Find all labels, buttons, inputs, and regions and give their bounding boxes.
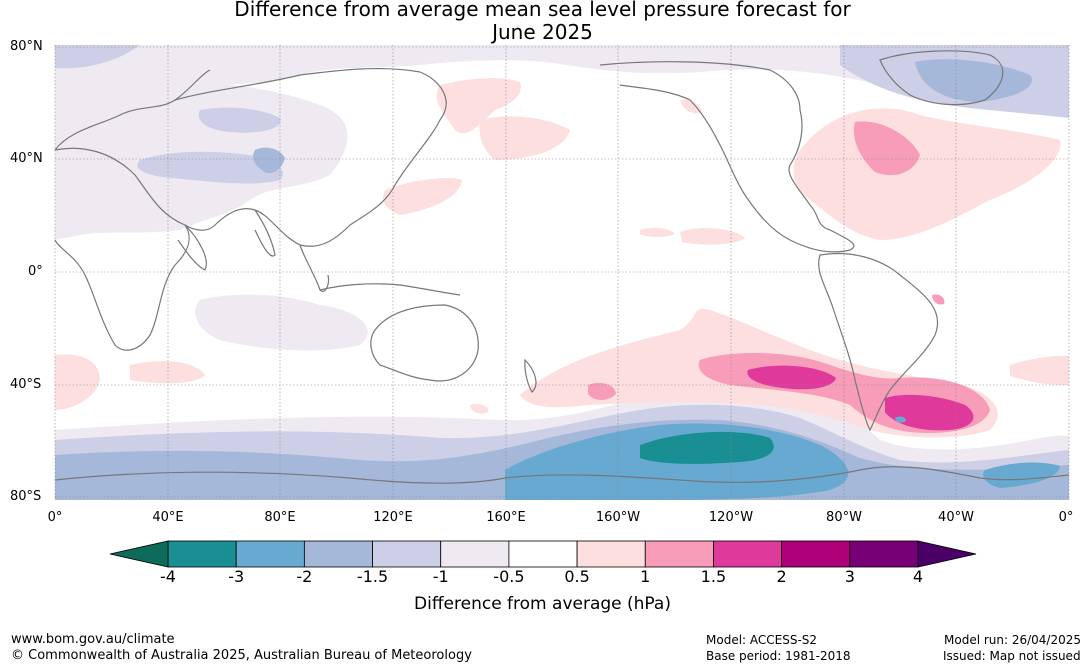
lon-label-40w: 40°W bbox=[938, 510, 974, 525]
lon-label-80w: 80°W bbox=[826, 510, 862, 525]
lat-label-80s: 80°S bbox=[10, 489, 42, 504]
asia-outline bbox=[174, 67, 447, 247]
indonesia-outline bbox=[319, 283, 461, 296]
lon-label-0-east: 0° bbox=[1058, 510, 1074, 525]
north-pacific-high bbox=[479, 116, 570, 160]
arctic-low-anomaly bbox=[55, 45, 1069, 115]
colorbar-segment bbox=[644, 540, 714, 568]
colorbar-label: Difference from average (hPa) bbox=[414, 594, 671, 614]
lon-label-0: 0° bbox=[47, 510, 63, 525]
colorbar-segment bbox=[508, 540, 578, 568]
japan-high bbox=[383, 178, 462, 215]
antarctica-outline bbox=[54, 466, 1070, 484]
new-zealand-outline bbox=[524, 358, 537, 393]
colorbar-tick-label: 0.5 bbox=[564, 567, 590, 586]
lon-label-160w: 160°W bbox=[595, 510, 641, 525]
map-title-line1: Difference from average mean sea level p… bbox=[234, 0, 851, 21]
lat-label-equator: 0° bbox=[28, 264, 43, 279]
colorbar-segment bbox=[303, 540, 373, 568]
colorbar-over-arrow bbox=[917, 540, 977, 568]
colorbar-segment bbox=[713, 540, 783, 568]
footer-copyright: © Commonwealth of Australia 2025, Austra… bbox=[11, 648, 472, 663]
anomaly-fields bbox=[55, 45, 1069, 500]
south-america-outline bbox=[818, 252, 939, 432]
south-atlantic-small-core bbox=[895, 416, 906, 423]
argentina-small-high bbox=[932, 294, 945, 305]
south-atlantic-high-core bbox=[885, 394, 974, 431]
footer-base-period: Base period: 1981-2018 bbox=[706, 649, 851, 663]
colorbar-tick-label: 1.5 bbox=[700, 567, 727, 586]
alaska-high bbox=[680, 99, 702, 114]
lon-label-40e: 40°E bbox=[152, 510, 184, 525]
lat-label-40s: 40°S bbox=[10, 377, 42, 392]
tasman-small-high bbox=[470, 403, 489, 414]
colorbar-tick-label: 1 bbox=[640, 567, 651, 586]
colorbar-tick-label: 3 bbox=[844, 567, 855, 586]
indian-ocean-high-west bbox=[55, 354, 100, 410]
pacific-tropics-high bbox=[680, 228, 745, 245]
colorbar-segment bbox=[849, 540, 919, 568]
north-america-outline bbox=[599, 61, 855, 253]
pacific-small-high bbox=[640, 227, 675, 237]
asia-moderate-low bbox=[198, 107, 281, 133]
colorbar-tick-label: -2 bbox=[296, 567, 313, 586]
lat-label-40n: 40°N bbox=[10, 151, 43, 166]
colorbar-tick-label: -1.5 bbox=[356, 567, 389, 586]
south-pacific-high-core bbox=[747, 365, 836, 390]
colorbar-segment bbox=[167, 540, 237, 568]
australia-outline bbox=[370, 304, 479, 382]
colorbar-tick-label: -4 bbox=[160, 567, 176, 586]
southeast-pacific-high bbox=[1010, 355, 1069, 386]
colorbar-tick-label: 4 bbox=[912, 567, 924, 586]
colorbar-tick-label: -1 bbox=[432, 567, 449, 586]
colorbar-segment bbox=[576, 540, 646, 568]
colorbar-segment bbox=[235, 540, 305, 568]
lat-label-80n: 80°N bbox=[10, 39, 43, 54]
siberia-high bbox=[436, 78, 521, 134]
footer-model: Model: ACCESS-S2 bbox=[706, 633, 818, 647]
lon-label-120e: 120°E bbox=[373, 510, 413, 525]
antarctic-low-core bbox=[640, 431, 774, 464]
footer-url: www.bom.gov.au/climate bbox=[11, 632, 175, 647]
colorbar-tick-label: 2 bbox=[776, 567, 787, 586]
footer-issued: Issued: Map not issued bbox=[943, 649, 1081, 663]
colorbar-under-arrow bbox=[109, 540, 169, 568]
small-positive-patch bbox=[588, 382, 616, 400]
africa-outline bbox=[54, 147, 190, 351]
colorbar-segment bbox=[440, 540, 510, 568]
coastlines bbox=[54, 50, 1070, 484]
indian-ocean-high bbox=[130, 361, 205, 384]
graticule bbox=[54, 45, 1070, 500]
colorbar-segment bbox=[781, 540, 851, 568]
europe-outline bbox=[54, 69, 211, 151]
tibet-low bbox=[252, 147, 285, 174]
arctic-north-low bbox=[55, 45, 140, 69]
lon-label-120w: 120°W bbox=[708, 510, 754, 525]
india-outline bbox=[254, 209, 276, 257]
indian-ocean-low bbox=[195, 294, 368, 351]
footer-model-run: Model run: 26/04/2025 bbox=[944, 633, 1082, 647]
arabia-outline bbox=[177, 224, 207, 271]
weddell-low bbox=[983, 462, 1060, 488]
colorbar-tick-label: -0.5 bbox=[493, 567, 525, 586]
map-title-line2: June 2025 bbox=[492, 20, 593, 44]
north-atlantic-high-core bbox=[853, 121, 920, 176]
lon-label-160e: 160°E bbox=[486, 510, 526, 525]
colorbar-segments bbox=[167, 540, 919, 568]
greenland-outline bbox=[879, 50, 1004, 106]
central-asia-low bbox=[137, 151, 284, 184]
colorbar-segment bbox=[372, 540, 442, 568]
lon-label-80e: 80°E bbox=[264, 510, 296, 525]
colorbar-tick-label: -3 bbox=[228, 567, 245, 586]
